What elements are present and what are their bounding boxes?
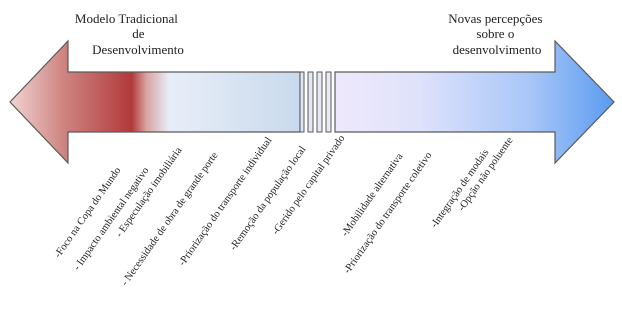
right-arrow <box>334 39 615 165</box>
left-arrow <box>9 39 301 165</box>
right-heading-line-3: desenvolvimento <box>453 42 542 57</box>
left-heading-line-2: de <box>132 26 145 41</box>
left-heading-line-3: Desenvolvimento <box>92 42 184 57</box>
separator-bar-1 <box>299 71 305 133</box>
separator-bar-3 <box>316 71 323 133</box>
right-heading-line-2: sobre o <box>476 26 514 41</box>
separator-bar-4 <box>325 71 332 133</box>
separator-bar-2 <box>307 71 314 133</box>
left-heading-line-1: Modelo Tradicional <box>75 11 178 26</box>
right-heading: Novas percepções sobre o desenvolvimento <box>448 11 545 57</box>
left-heading: Modelo Tradicional de Desenvolvimento <box>75 11 184 57</box>
right-heading-line-1: Novas percepções <box>448 11 542 26</box>
